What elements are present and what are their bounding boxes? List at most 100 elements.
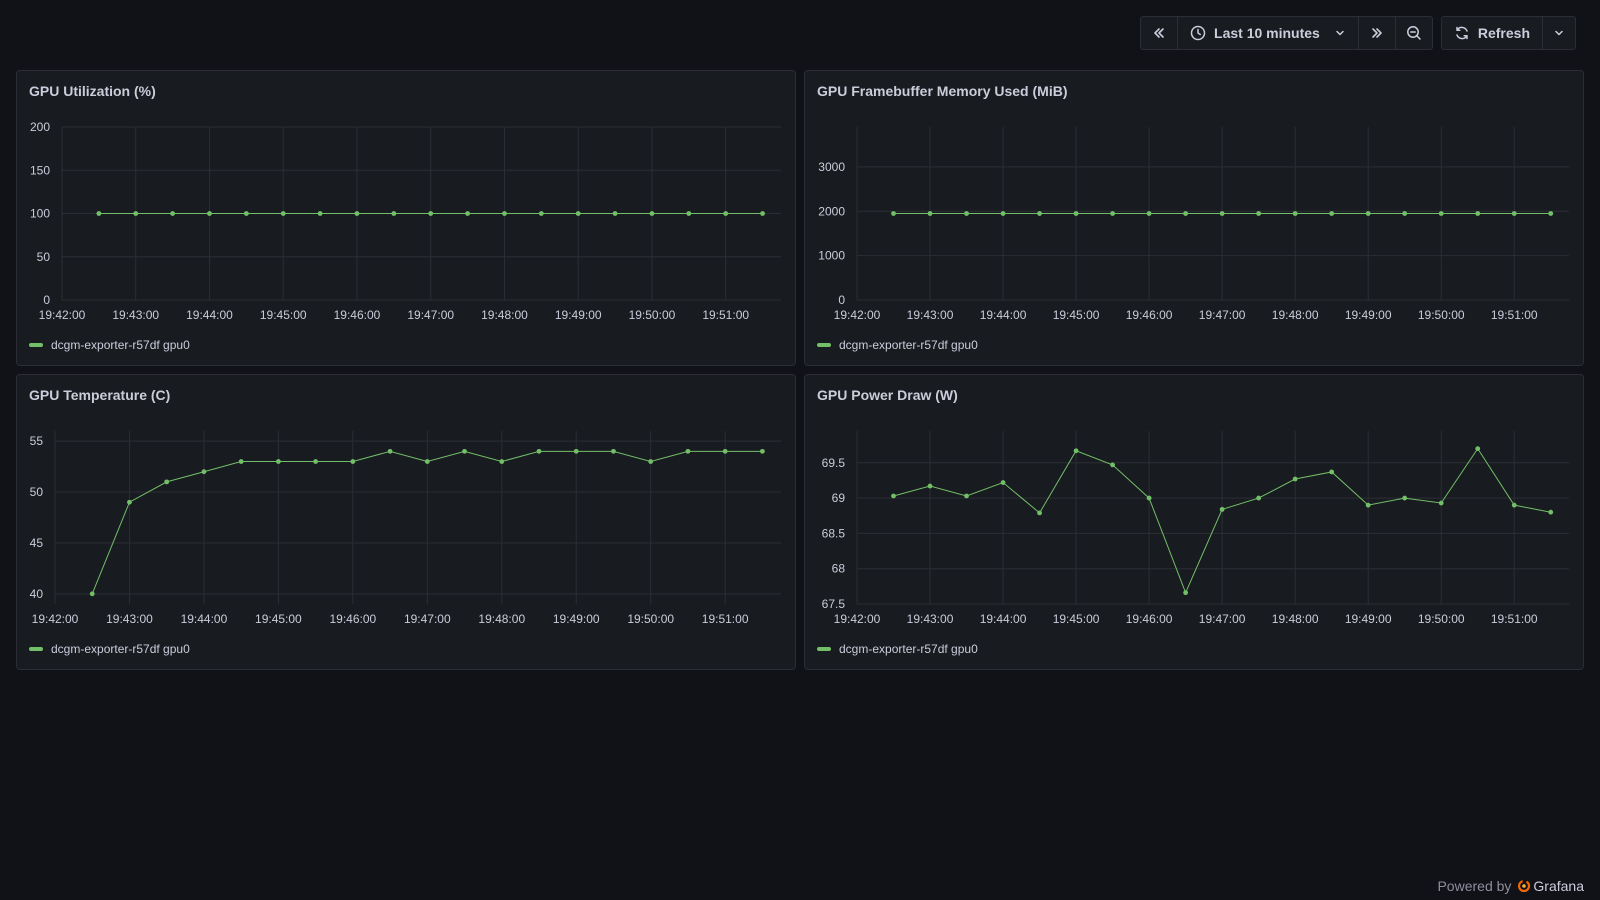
panel-gpu-framebuffer-memory[interactable]: GPU Framebuffer Memory Used (MiB) 0 1000 2… [804, 70, 1584, 366]
x-tick-label: 19:43:00 [907, 308, 954, 322]
x-tick-label: 19:48:00 [478, 612, 525, 626]
shift-back-button[interactable] [1141, 17, 1179, 49]
data-point [1073, 448, 1079, 454]
data-point [1183, 590, 1189, 596]
data-point [1256, 495, 1262, 501]
y-tick-label: 3000 [818, 160, 845, 174]
data-point [238, 459, 244, 464]
data-point [1110, 211, 1115, 216]
y-tick-label: 67.5 [822, 597, 846, 611]
data-point [499, 459, 505, 464]
data-point [1511, 502, 1517, 508]
y-tick-label: 2000 [818, 204, 845, 218]
data-point [127, 499, 132, 505]
shift-forward-button[interactable] [1359, 17, 1396, 49]
time-series-chart[interactable]: 67.5 68 68.5 69 69.5 19:42:00 19:43:00 19:44:00… [805, 375, 1584, 670]
data-point [648, 459, 654, 464]
data-point [1000, 211, 1006, 216]
x-tick-label: 19:51:00 [1491, 612, 1538, 626]
data-point [465, 211, 470, 216]
data-point [612, 211, 618, 216]
panel-gpu-power-draw[interactable]: GPU Power Draw (W) 67.5 68 68.5 69 69.5 19:42… [804, 374, 1584, 670]
data-point [462, 448, 467, 454]
y-tick-label: 0 [43, 293, 50, 307]
y-tick-label: 40 [30, 587, 44, 601]
legend-item[interactable]: dcgm-exporter-r57df gpu0 [29, 642, 190, 656]
data-point [96, 211, 102, 216]
x-tick-label: 19:47:00 [1199, 308, 1246, 322]
time-series-chart[interactable]: 40 45 50 55 19:42:00 19:43:00 19:44:00 19:45:00… [17, 375, 796, 670]
time-range-picker-button[interactable]: Last 10 minutes [1178, 17, 1359, 49]
data-point [927, 483, 933, 489]
time-series-chart[interactable]: 0 1000 2000 3000 19:42:00 19:43:00 19:44:00 19:… [805, 71, 1584, 366]
data-point [1548, 509, 1554, 515]
y-tick-label: 68 [832, 562, 846, 576]
x-tick-label: 19:51:00 [1491, 308, 1538, 322]
data-point [1183, 211, 1189, 216]
y-tick-label: 50 [37, 250, 51, 264]
data-point [1329, 211, 1335, 216]
x-tick-label: 19:49:00 [553, 612, 600, 626]
panel-gpu-temperature[interactable]: GPU Temperature (C) 40 45 50 55 19:42:00 19:4… [16, 374, 796, 670]
data-point [1292, 476, 1298, 482]
y-tick-label: 69 [832, 491, 846, 505]
x-tick-label: 19:47:00 [407, 308, 454, 322]
chevron-down-icon [1555, 30, 1563, 36]
data-point [1219, 506, 1225, 512]
grafana-brand-text: Grafana [1533, 878, 1584, 894]
x-tick-label: 19:45:00 [1053, 612, 1100, 626]
x-tick-label: 19:48:00 [481, 308, 528, 322]
x-tick-label: 19:50:00 [629, 308, 676, 322]
data-point [207, 211, 212, 216]
data-point [1365, 211, 1371, 216]
data-point [1329, 469, 1335, 475]
data-point [686, 211, 692, 216]
grafana-logo-link[interactable]: Grafana [1517, 878, 1584, 894]
data-point [964, 493, 969, 499]
x-tick-label: 19:42:00 [32, 612, 79, 626]
y-tick-label: 50 [30, 485, 44, 499]
data-point [722, 448, 728, 454]
data-point [1365, 502, 1371, 508]
data-point [536, 448, 542, 454]
refresh-label: Refresh [1477, 25, 1530, 41]
data-point [1219, 211, 1225, 216]
time-series-chart[interactable]: 0 50 100 150 200 19:42:00 19:43:00 19:44:00 19:4… [17, 71, 796, 366]
clock-icon [1190, 25, 1206, 41]
y-tick-label: 150 [30, 163, 50, 177]
x-tick-label: 19:42:00 [39, 308, 86, 322]
data-point [387, 448, 393, 454]
x-tick-label: 19:44:00 [186, 308, 233, 322]
legend-item[interactable]: dcgm-exporter-r57df gpu0 [29, 338, 190, 352]
data-point [502, 211, 507, 216]
zoom-out-icon [1406, 26, 1421, 40]
panel-gpu-utilization[interactable]: GPU Utilization (%) 0 50 100 150 200 19:42:00… [16, 70, 796, 366]
data-point [685, 448, 691, 454]
legend-swatch [29, 647, 43, 651]
data-point [1146, 495, 1152, 501]
data-point [1438, 211, 1444, 216]
panel-title: GPU Utilization (%) [29, 83, 156, 99]
refresh-interval-dropdown[interactable] [1543, 17, 1575, 49]
legend-label: dcgm-exporter-r57df gpu0 [51, 642, 190, 656]
legend-item[interactable]: dcgm-exporter-r57df gpu0 [817, 642, 978, 656]
data-point [354, 211, 360, 216]
x-tick-label: 19:49:00 [1345, 612, 1392, 626]
footer: Powered by Grafana [1437, 878, 1584, 894]
shift-back-icon [1154, 28, 1164, 38]
x-tick-label: 19:46:00 [1126, 308, 1173, 322]
data-point [424, 459, 430, 464]
data-point [350, 459, 356, 464]
data-point [391, 211, 397, 216]
data-point [1511, 211, 1517, 216]
zoom-out-button[interactable] [1396, 17, 1432, 49]
data-point [243, 211, 249, 216]
data-point [1402, 495, 1408, 501]
x-tick-label: 19:44:00 [980, 612, 1027, 626]
panel-title: GPU Temperature (C) [29, 387, 171, 403]
legend-item[interactable]: dcgm-exporter-r57df gpu0 [817, 338, 978, 352]
data-point [1548, 211, 1554, 216]
legend-swatch [817, 647, 831, 651]
refresh-button[interactable]: Refresh [1442, 17, 1543, 49]
data-point [1073, 211, 1079, 216]
